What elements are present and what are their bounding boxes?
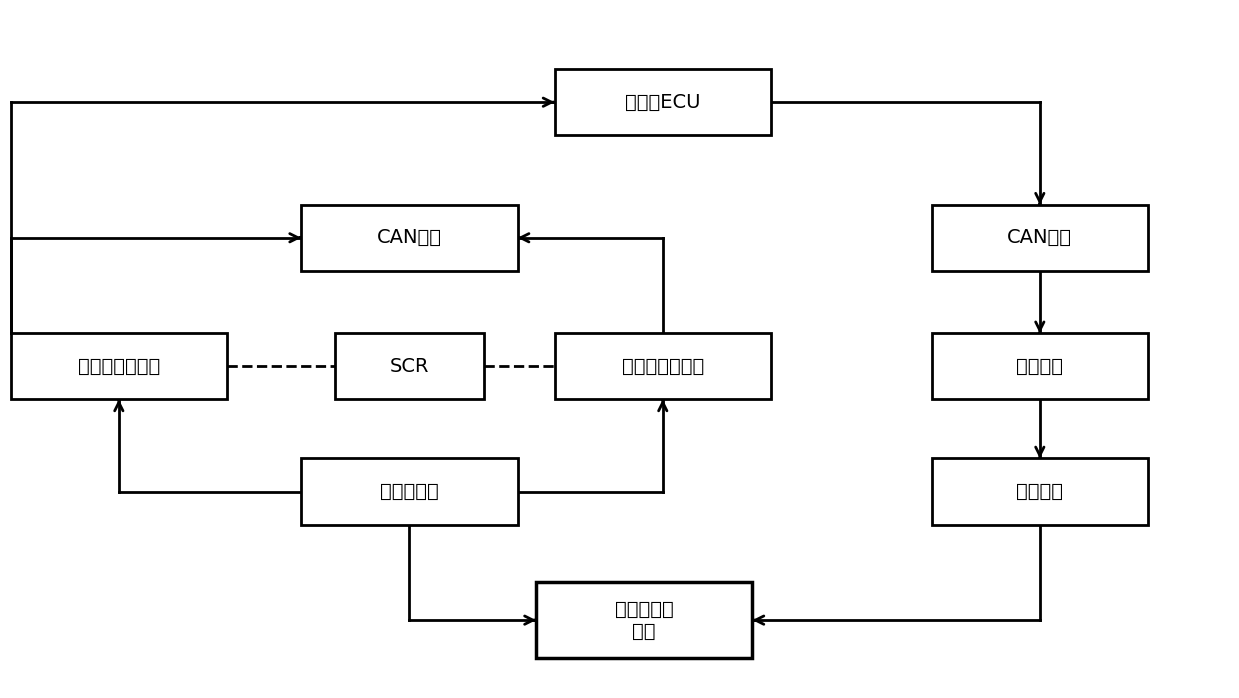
Bar (336, 334, 483, 399)
Bar (932, 459, 1149, 524)
Text: 数据一致性
对比: 数据一致性 对比 (615, 600, 674, 641)
Bar (932, 334, 1149, 399)
Bar (11, 334, 227, 399)
Text: CAN网络: CAN网络 (377, 228, 442, 247)
Text: 车载终端: 车载终端 (1016, 357, 1063, 376)
Bar (555, 334, 771, 399)
Bar (536, 582, 752, 658)
Text: 下游温度传感器: 下游温度传感器 (622, 357, 704, 376)
Bar (555, 69, 771, 135)
Text: SCR: SCR (389, 357, 429, 376)
Bar (301, 205, 518, 271)
Bar (301, 459, 518, 524)
Bar (932, 205, 1149, 271)
Text: 上游温度传感器: 上游温度传感器 (78, 357, 160, 376)
Text: 温度控制器: 温度控制器 (380, 482, 439, 501)
Text: 远程平台: 远程平台 (1016, 482, 1063, 501)
Text: CAN网络: CAN网络 (1007, 228, 1072, 247)
Text: 控制器ECU: 控制器ECU (624, 93, 700, 112)
